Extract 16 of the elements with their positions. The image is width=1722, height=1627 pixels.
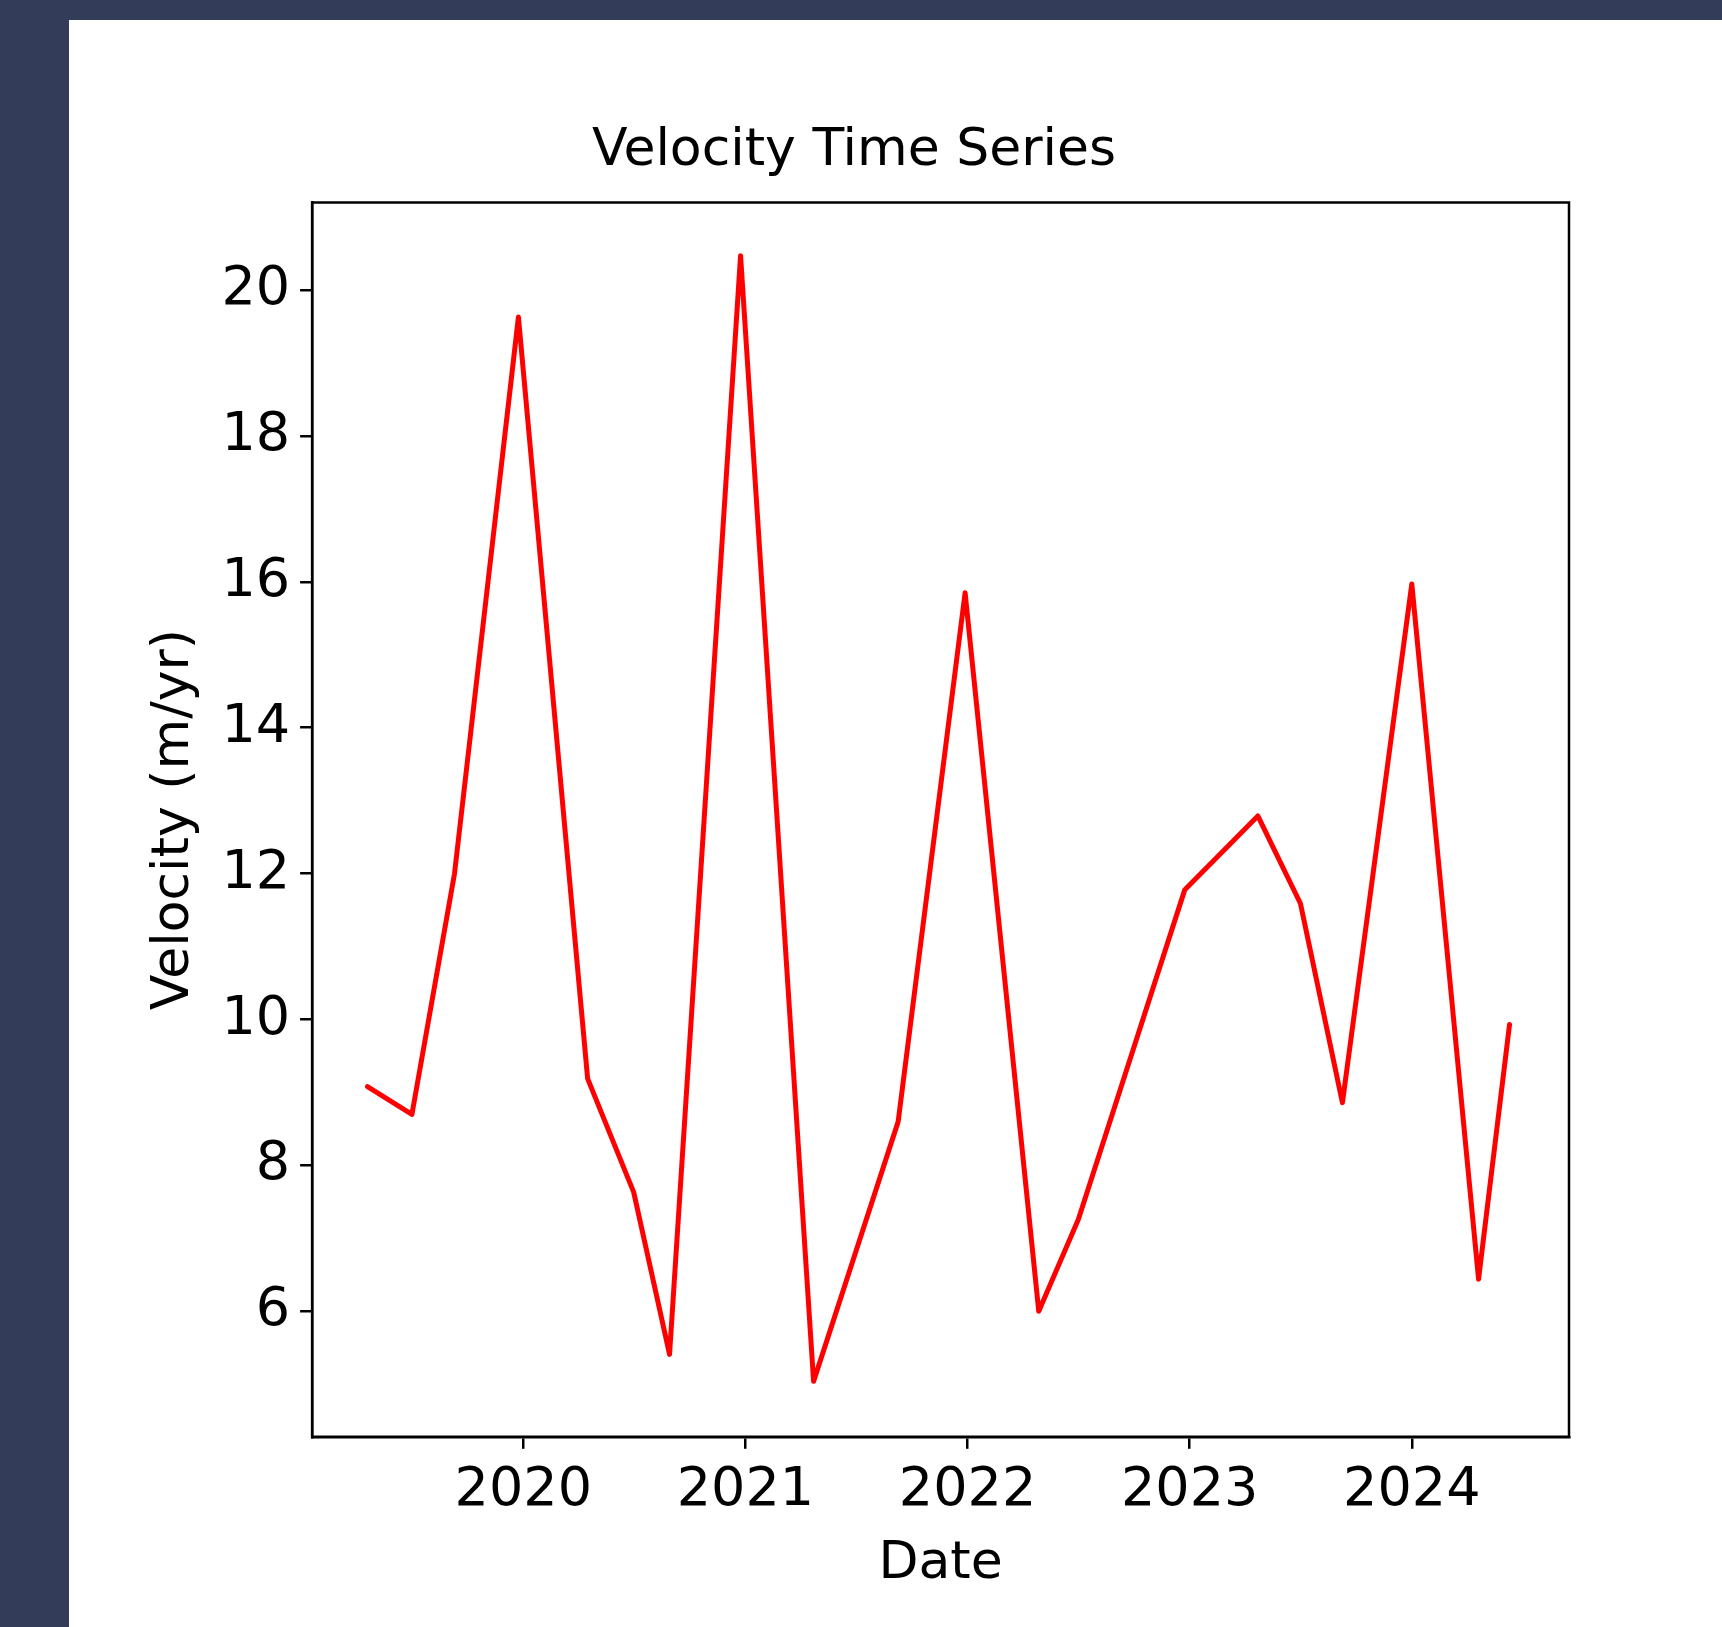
y-tick-label: 10 xyxy=(221,983,291,1047)
x-tick-label: 2023 xyxy=(1120,1455,1259,1519)
x-tick-label: 2020 xyxy=(454,1455,593,1519)
x-tick-label: 2024 xyxy=(1343,1455,1481,1519)
chart-title: Velocity Time Series xyxy=(591,116,1117,177)
x-axis-title: Date xyxy=(878,1530,1003,1591)
y-tick-label: 14 xyxy=(221,691,291,755)
y-tick-label: 16 xyxy=(221,545,291,609)
y-tick-label: 6 xyxy=(255,1275,291,1339)
y-tick-label: 8 xyxy=(255,1129,291,1193)
y-tick-label: 20 xyxy=(221,253,291,317)
y-tick-label: 12 xyxy=(221,837,291,901)
y-tick-label: 18 xyxy=(221,399,291,463)
x-tick-label: 2022 xyxy=(898,1455,1037,1519)
x-tick-label: 2021 xyxy=(676,1455,815,1519)
y-axis-title: Velocity (m/yr) xyxy=(139,628,200,1011)
